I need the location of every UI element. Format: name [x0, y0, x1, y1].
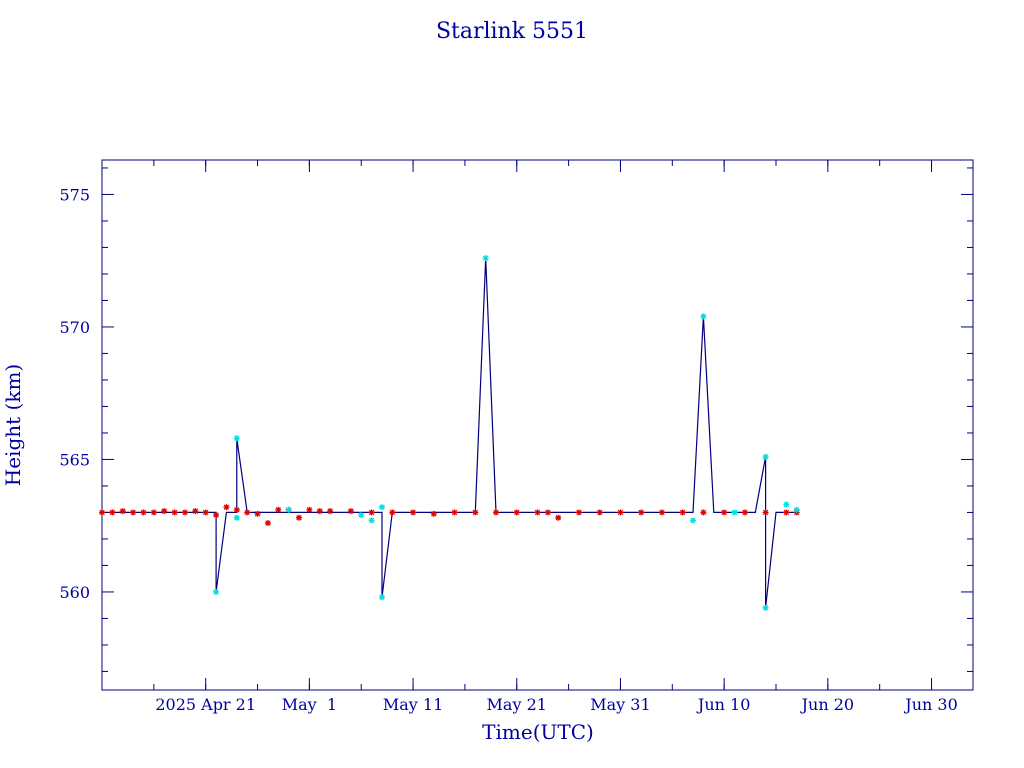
- red-data-point: [296, 514, 303, 521]
- cyan-data-point: [700, 313, 707, 320]
- cyan-data-point: [793, 506, 800, 513]
- red-data-point: [493, 509, 500, 516]
- red-data-point: [347, 508, 354, 515]
- red-data-point: [544, 509, 551, 516]
- red-data-point: [451, 509, 458, 516]
- red-data-point: [430, 510, 437, 517]
- red-data-point: [638, 509, 645, 516]
- red-data-point: [472, 509, 479, 516]
- red-data-point: [596, 509, 603, 516]
- x-tick-label: Jun 30: [903, 695, 957, 714]
- cyan-data-point: [285, 506, 292, 513]
- red-data-point: [244, 509, 251, 516]
- red-data-point: [181, 509, 188, 516]
- red-data-point: [762, 509, 769, 516]
- red-data-point: [233, 506, 240, 513]
- x-tick-label: May 31: [590, 695, 650, 714]
- red-data-point: [109, 509, 116, 516]
- red-data-point: [741, 509, 748, 516]
- x-tick-label: May 1: [282, 695, 337, 714]
- x-tick-label: 2025 Apr 21: [155, 695, 256, 714]
- red-data-point: [275, 506, 282, 513]
- y-tick-label: 570: [59, 318, 90, 337]
- axis-tick-labels: 2025 Apr 21 May 1 May 11 May 21 May 31 Jun 10…: [59, 185, 957, 714]
- cyan-data-point: [783, 501, 790, 508]
- x-axis-label: Time(UTC): [482, 720, 594, 744]
- cyan-data-point: [233, 514, 240, 521]
- cyan-data-point: [213, 588, 220, 595]
- cyan-data-point: [358, 512, 365, 519]
- plot-area: [101, 159, 974, 691]
- cyan-data-point: [762, 604, 769, 611]
- cyan-data-point: [690, 517, 697, 524]
- red-data-point: [658, 509, 665, 516]
- y-tick-label: 560: [59, 583, 90, 602]
- red-data-point: [316, 508, 323, 515]
- red-data-point: [534, 509, 541, 516]
- red-data-point: [555, 514, 562, 521]
- red-data-point: [213, 512, 220, 519]
- y-tick-label: 575: [59, 185, 90, 204]
- y-axis-label: Height (km): [1, 364, 25, 486]
- cyan-data-point: [233, 435, 240, 442]
- cyan-data-point: [368, 517, 375, 524]
- data-series: [99, 255, 800, 611]
- height-series-line: [102, 257, 797, 608]
- red-data-point: [575, 509, 582, 516]
- red-data-point: [130, 509, 137, 516]
- x-tick-label: Jun 20: [800, 695, 854, 714]
- red-data-point: [119, 508, 126, 515]
- red-data-point: [617, 509, 624, 516]
- red-data-point: [368, 509, 375, 516]
- red-data-point: [327, 508, 334, 515]
- red-data-point: [264, 520, 271, 527]
- red-data-point: [161, 508, 168, 515]
- red-data-point: [306, 506, 313, 513]
- red-data-point: [150, 509, 157, 516]
- cyan-data-point: [731, 509, 738, 516]
- red-data-point: [783, 509, 790, 516]
- plot-frame: [101, 159, 974, 691]
- red-data-point: [99, 509, 105, 516]
- red-data-point: [513, 509, 520, 516]
- red-data-point: [700, 509, 707, 516]
- y-tick-label: 565: [59, 450, 90, 469]
- axis-ticks: [101, 160, 973, 690]
- red-data-point: [679, 509, 686, 516]
- red-data-point: [202, 509, 209, 516]
- red-data-point: [223, 504, 230, 511]
- red-data-point: [254, 510, 261, 517]
- x-tick-label: Jun 10: [696, 695, 750, 714]
- x-tick-label: May 21: [487, 695, 547, 714]
- red-data-point: [410, 509, 417, 516]
- red-data-point: [721, 509, 728, 516]
- red-data-point: [389, 509, 396, 516]
- x-tick-label: May 11: [383, 695, 443, 714]
- cyan-data-point: [378, 594, 385, 601]
- red-data-point: [171, 509, 178, 516]
- chart-title: Starlink 5551: [436, 19, 588, 44]
- red-data-point: [140, 509, 147, 516]
- cyan-data-point: [762, 453, 769, 460]
- cyan-data-point: [482, 255, 489, 262]
- red-data-point: [192, 508, 199, 515]
- cyan-data-point: [378, 504, 385, 511]
